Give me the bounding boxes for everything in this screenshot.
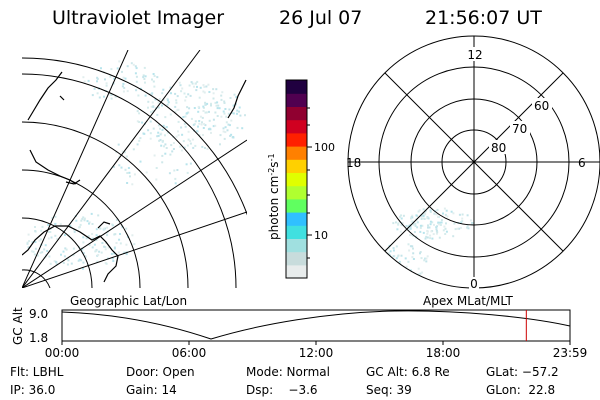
coastlines — [22, 71, 247, 283]
colorbar-band — [286, 238, 307, 253]
colorbar-band — [286, 80, 307, 94]
info-glon: GLon: 22.8 — [486, 383, 556, 397]
altitude-timeline: Geographic Lat/Lon Apex MLat/MLT GC Alt … — [11, 294, 587, 360]
mlt-label-12: 12 — [467, 48, 482, 62]
colorbar: 100 10 photon cm-2s-1 — [267, 79, 335, 279]
altitude-curve — [61, 310, 571, 340]
colorbar-band — [286, 119, 307, 134]
timeline-y-axis-label: GC Alt — [11, 307, 25, 345]
timeline-x-ticks: 00:00 06:00 12:00 18:00 23:59 — [45, 341, 588, 360]
info-mode: Mode: Normal — [246, 365, 330, 379]
timeline-x-tick-label: 00:00 — [45, 346, 80, 360]
colorbar-band — [286, 225, 307, 239]
colorbar-frame — [285, 79, 308, 279]
info-gain: Gain: 14 — [126, 383, 177, 397]
colorbar-band — [286, 159, 307, 173]
colorbar-tick-label-10: 10 — [314, 229, 328, 242]
aurora-speckle-polar — [385, 207, 474, 280]
mlat-label-80: 80 — [491, 141, 506, 155]
colorbar-band — [286, 264, 307, 279]
timeline-right-title: Apex MLat/MLT — [423, 294, 513, 308]
info-filter: Flt: LBHL — [10, 365, 64, 379]
colorbar-unit-label: photon cm-2s-1 — [267, 153, 281, 240]
instrument-title: Ultraviolet Imager — [52, 7, 225, 29]
info-gc-alt: GC Alt: 6.8 Re — [366, 365, 450, 379]
polar-plot: 12 0 18 6 80 70 60 — [346, 35, 600, 291]
info-dsp: Dsp: −3.6 — [246, 383, 318, 397]
mlt-label-18: 18 — [346, 156, 361, 170]
latlon-grid — [22, 50, 247, 288]
info-seq: Seq: 39 — [366, 383, 412, 397]
timeline-y-tick-min: 1.8 — [29, 331, 48, 345]
timeline-x-tick-label: 23:59 — [553, 346, 588, 360]
colorbar-band — [286, 146, 307, 160]
info-ip: IP: 36.0 — [10, 383, 56, 397]
time-label: 21:56:07 UT — [425, 7, 542, 29]
timeline-x-tick-label: 18:00 — [426, 346, 461, 360]
timeline-x-tick-label: 12:00 — [299, 346, 334, 360]
timeline-x-tick-label: 06:00 — [172, 346, 207, 360]
colorbar-band — [286, 212, 307, 226]
mlat-label-70: 70 — [512, 122, 527, 136]
colorbar-band — [286, 251, 307, 266]
timeline-left-title: Geographic Lat/Lon — [70, 294, 187, 308]
colorbar-band — [286, 132, 307, 147]
colorbar-band — [286, 93, 307, 107]
colorbar-band — [286, 185, 307, 200]
colorbar-band — [286, 198, 307, 213]
mlat-label-60: 60 — [534, 99, 549, 113]
info-door: Door: Open — [126, 365, 195, 379]
mlt-label-6: 6 — [578, 156, 586, 170]
colorbar-band — [286, 172, 307, 187]
colorbar-band — [286, 106, 307, 121]
colorbar-tick-label-100: 100 — [314, 141, 335, 154]
date-label: 26 Jul 07 — [279, 7, 363, 29]
mlt-label-0: 0 — [470, 277, 478, 291]
geographic-map — [22, 50, 247, 288]
timeline-y-tick-max: 9.0 — [29, 307, 48, 321]
info-glat: GLat: −57.2 — [486, 365, 559, 379]
